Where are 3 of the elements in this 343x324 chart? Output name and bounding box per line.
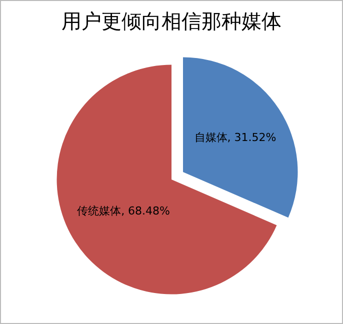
chart-title: 用户更倾向相信那种媒体 [62, 8, 282, 33]
slice-label: 自媒体, 31.52% [194, 131, 276, 144]
slice-label: 传统媒体, 68.48% [77, 204, 170, 218]
